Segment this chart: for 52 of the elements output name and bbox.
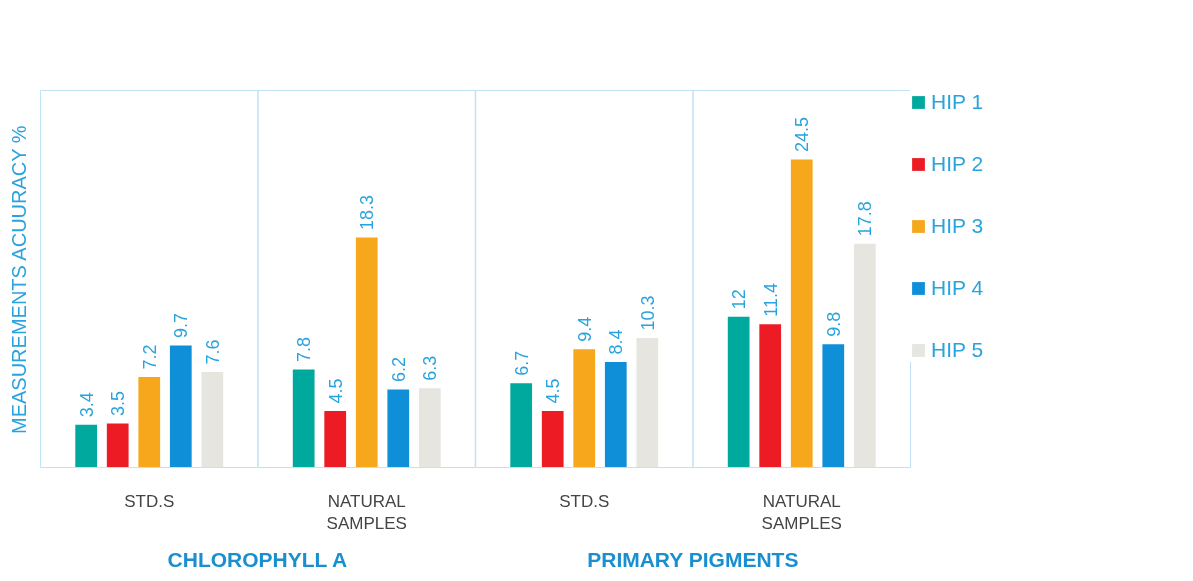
bar [636,338,659,468]
data-label: 11.4 [760,283,781,317]
bar [387,389,410,468]
data-label: 12 [729,289,750,310]
text: PRIMARY PIGMENTS [587,547,799,571]
legend-label: HIP 1 [931,90,985,114]
bar [790,159,813,468]
x-tick-label: NATURAL SAMPLES [326,491,407,534]
data-label: 3.5 [108,390,129,416]
data-label: 7.2 [139,344,160,370]
bar [75,424,98,468]
data-label: 7.8 [294,336,315,362]
bar [138,377,161,468]
bar [292,369,315,468]
bar [106,423,129,468]
legend-label: HIP 4 [931,276,985,300]
y-axis-title: MEASUREMENTS ACUURACY % [7,125,30,435]
data-label: 17.8 [855,201,876,237]
bar [604,361,627,468]
data-label: 18.3 [357,194,378,230]
legend-label: HIP 5 [931,338,985,362]
bar [418,388,441,468]
data-label: 3.4 [76,392,97,418]
bar [853,243,876,468]
data-label: 24.5 [792,117,813,153]
data-label: 9.7 [171,313,192,339]
data-label: 7.6 [202,339,223,365]
text: CHLOROPHYLL A [167,547,348,571]
bar [541,410,564,468]
data-label: 9.4 [574,316,595,342]
data-label: 6.2 [388,357,409,383]
x-tick-label: STD.S [124,491,175,511]
x-tick-label: NATURAL SAMPLES [761,491,842,534]
bar [822,344,845,468]
data-label: 8.4 [606,329,627,355]
bar [324,410,347,468]
data-label: 6.7 [511,350,532,376]
data-label: 6.3 [420,355,441,381]
bar [201,371,224,468]
data-label: 10.3 [637,295,658,331]
legend-label: HIP 2 [931,152,985,176]
x-tick-label: STD.S [559,491,610,511]
legend-label: HIP 3 [931,214,985,238]
bar [727,316,750,468]
bar [510,383,533,468]
bar [355,237,378,468]
bar [169,345,192,468]
data-label: 4.5 [543,378,564,404]
data-label: 4.5 [325,378,346,404]
bar [759,324,782,468]
data-label: 9.8 [823,311,844,337]
bar [573,349,596,468]
